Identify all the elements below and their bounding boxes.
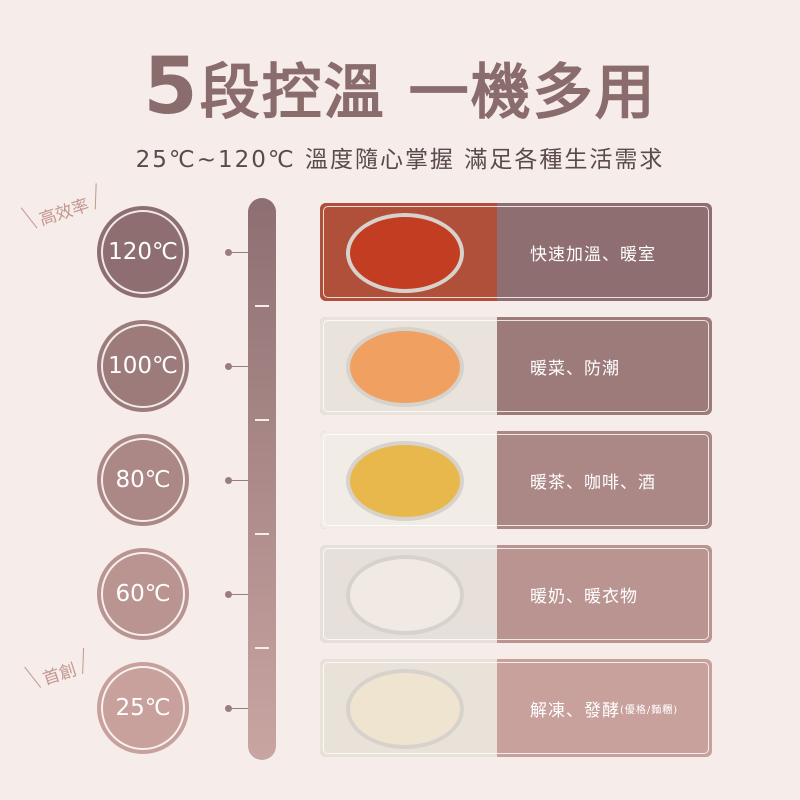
connector-line (230, 708, 248, 709)
connector-line (230, 366, 248, 367)
connector-dot (225, 363, 232, 370)
connector-line (230, 252, 248, 253)
connector-dot (225, 477, 232, 484)
temperature-badge: 120℃ (97, 206, 189, 298)
usage-note: (優格/麵糰) (620, 704, 679, 716)
bar-tick (255, 419, 269, 421)
page-title: 5段控溫 一機多用 (0, 42, 800, 132)
connector-dot (225, 705, 232, 712)
dough-bowl-image (320, 659, 497, 757)
temperature-value: 60℃ (115, 581, 171, 607)
baby-clothes-image (320, 545, 497, 643)
subtitle: 25℃~120℃ 溫度隨心掌握 滿足各種生活需求 (135, 147, 665, 173)
temperature-value: 80℃ (115, 467, 171, 493)
usage-text: 暖奶、暖衣物 (530, 586, 638, 607)
temperature-bar (248, 198, 276, 760)
tag-high-efficiency: 高效率 (35, 191, 92, 230)
usage-text: 暖菜、防潮 (530, 358, 620, 379)
usage-panel: 暖奶、暖衣物 (320, 545, 712, 643)
connector-dot (225, 591, 232, 598)
salmon-vegetables-image (320, 317, 497, 415)
connector-dot (225, 249, 232, 256)
stew-pot-image (320, 203, 497, 301)
temperature-value: 25℃ (115, 695, 171, 721)
bar-tick (255, 647, 269, 649)
temperature-badge: 80℃ (97, 434, 189, 526)
title-number: 5 (143, 42, 200, 132)
usage-panel: 快速加溫、暖室 (320, 203, 712, 301)
temperature-badge: 25℃ (97, 662, 189, 754)
usage-panel: 解凍、發酵 (優格/麵糰) (320, 659, 712, 757)
usage-text: 暖茶、咖啡、酒 (530, 472, 656, 493)
usage-panel: 暖茶、咖啡、酒 (320, 431, 712, 529)
title-text: 段控溫 一機多用 (199, 58, 657, 128)
temperature-value: 100℃ (108, 353, 178, 379)
temperature-badge: 100℃ (97, 320, 189, 412)
tea-cups-image (320, 431, 497, 529)
usage-text: 解凍、發酵 (530, 700, 620, 721)
temperature-badge: 60℃ (97, 548, 189, 640)
temperature-value: 120℃ (108, 239, 178, 265)
connector-line (230, 480, 248, 481)
tag-first: 首創 (39, 655, 80, 690)
bar-tick (255, 533, 269, 535)
usage-panel: 暖菜、防潮 (320, 317, 712, 415)
connector-line (230, 594, 248, 595)
bar-tick (255, 305, 269, 307)
usage-text: 快速加溫、暖室 (530, 244, 656, 265)
